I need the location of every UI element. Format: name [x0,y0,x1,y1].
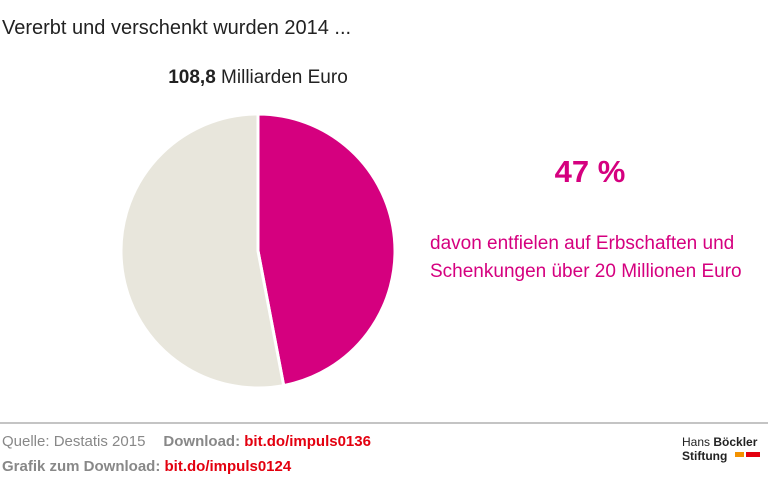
annotation: davon entfielen auf Erbschaften und [430,233,734,254]
logo-line: Hans Böckler [682,435,758,449]
download-label: Download: [163,433,240,450]
logo-text: Böckler [713,435,757,449]
logo-text: Stiftung [682,449,727,463]
logo-bar [735,452,744,457]
download-link[interactable]: bit.do/impuls0136 [244,433,371,450]
graphic-label: Grafik zum Download: [2,458,160,475]
pie [119,112,397,390]
logo-text: Hans [682,435,710,449]
graphic-link[interactable]: bit.do/impuls0124 [165,458,292,475]
pie-slice [119,112,286,390]
footer-line: Quelle: Destatis 2015 Download: bit.do/im… [2,433,371,450]
source: Quelle: Destatis 2015 [2,433,145,450]
footer-line: Grafik zum Download: bit.do/impuls0124 [2,458,292,475]
pie-slice [256,112,397,388]
total-value: 108,8 [168,67,216,88]
chart-title: Vererbt und verschenkt wurden 2014 ... [2,17,351,39]
total: 108,8 Milliarden Euro [168,67,348,88]
logo-bar [746,452,760,457]
total-unit: Milliarden Euro [221,67,348,88]
annotation: Schenkungen über 20 Millionen Euro [430,261,742,282]
value-label: 47 % [555,154,626,189]
